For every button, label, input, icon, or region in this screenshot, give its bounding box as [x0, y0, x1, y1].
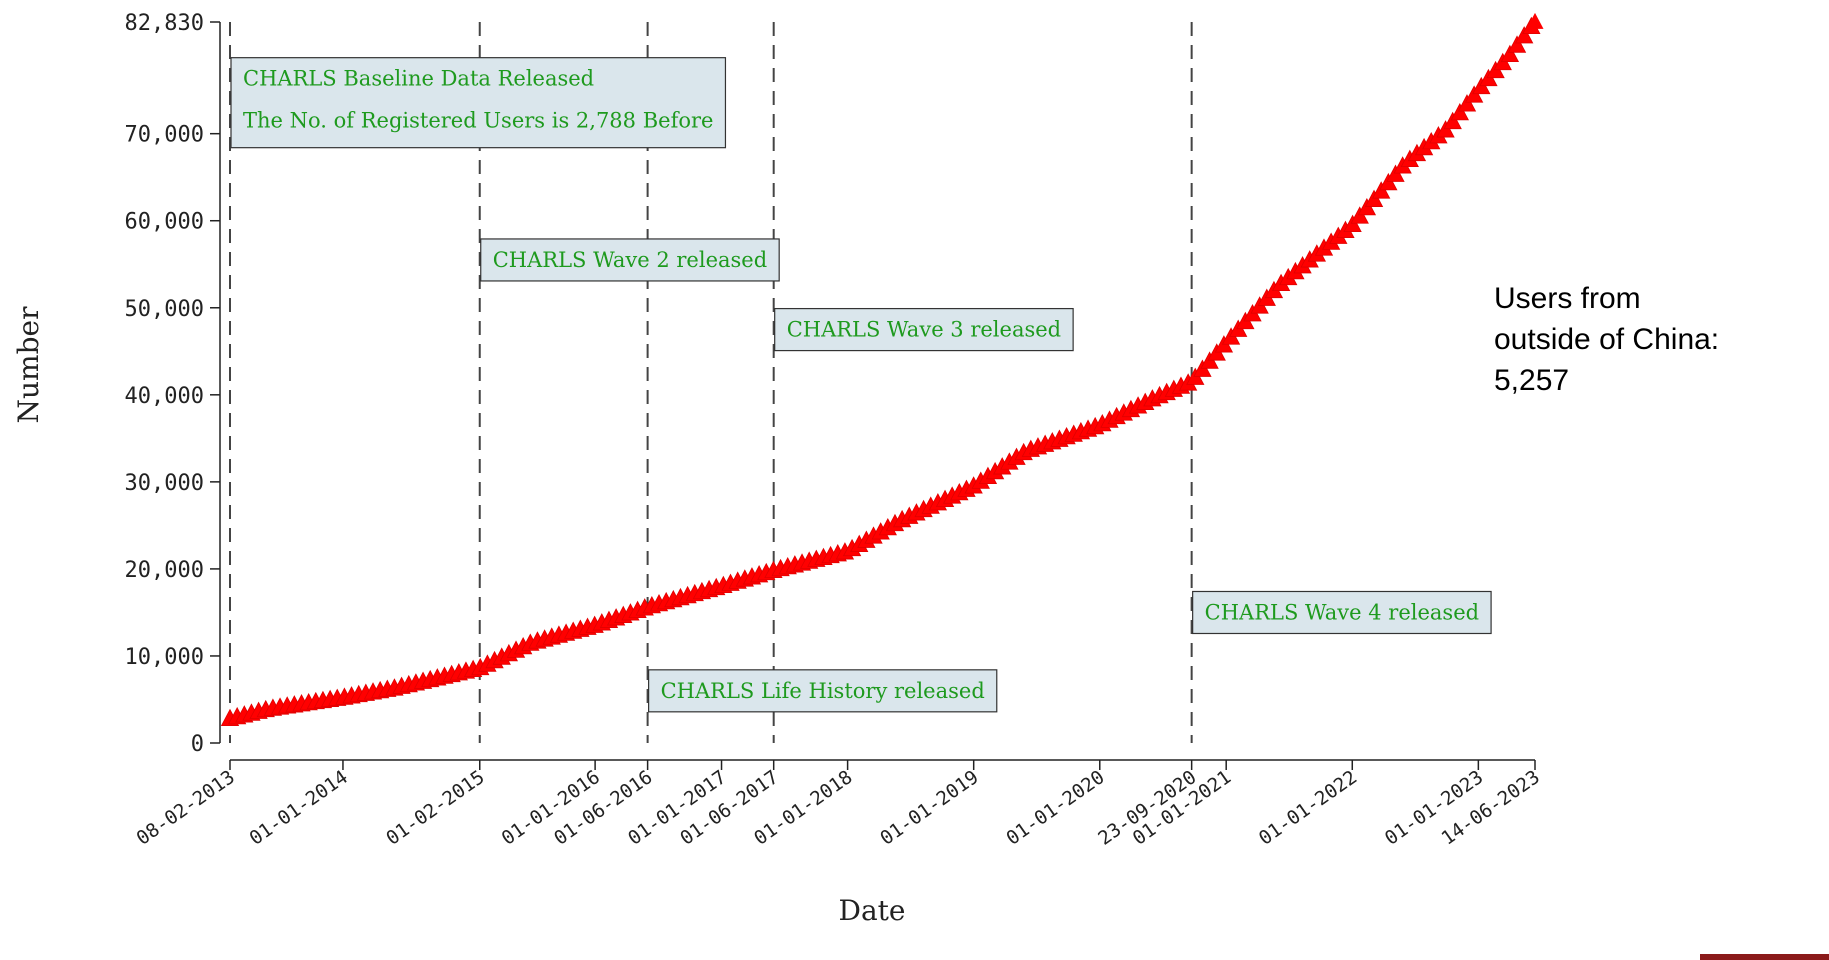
y-axis-title: Number [12, 306, 45, 424]
annotation-4: CHARLS Wave 4 released [1192, 590, 1492, 635]
annotation-text: CHARLS Wave 3 released [787, 318, 1061, 342]
data-point [1500, 44, 1520, 63]
annotation-text: The No. of Registered Users is 2,788 Bef… [243, 109, 713, 133]
x-axis-title: Date [839, 894, 906, 927]
outside-china-note: Users from outside of China: 5,257 [1494, 278, 1719, 401]
annotation-box [1192, 590, 1492, 635]
annotation-1: CHARLS Wave 2 released [480, 238, 780, 282]
data-point [1526, 12, 1544, 29]
annotation-text: CHARLS Life History released [661, 679, 985, 703]
x-tick-label: 01-01-2022 [1255, 766, 1361, 850]
data-point [1507, 35, 1527, 53]
y-tick-label: 82,830 [125, 11, 204, 36]
annotation-text: CHARLS Wave 2 released [493, 248, 767, 272]
y-tick-label: 0 [191, 732, 204, 757]
annotation-box [480, 238, 780, 282]
annotations: CHARLS Baseline Data Released The No. of … [230, 57, 1492, 713]
y-tick-label: 50,000 [125, 297, 204, 322]
y-tick-label: 70,000 [125, 123, 204, 148]
y-tick-label: 20,000 [125, 558, 204, 583]
data-point [1515, 26, 1534, 44]
y-tick-label: 40,000 [125, 384, 204, 409]
side-note-line: outside of China: [1494, 323, 1720, 356]
x-tick-label: 08-02-2013 [133, 766, 239, 850]
x-tick-label: 14-06-2023 [1438, 766, 1544, 850]
data-point [1457, 94, 1477, 112]
x-tick-label: 01-02-2015 [382, 766, 488, 850]
annotation-3: CHARLS Life History released [648, 669, 998, 713]
annotation-text: CHARLS Baseline Data Released [243, 67, 594, 91]
x-tick-label: 01-01-2020 [1002, 766, 1108, 850]
y-tick-label: 60,000 [125, 210, 204, 235]
corner-accent-bar [1700, 954, 1829, 960]
annotation-2: CHARLS Wave 3 released [774, 307, 1074, 352]
annotation-box [648, 669, 998, 713]
data-point [1450, 102, 1470, 121]
y-tick-label: 10,000 [125, 645, 204, 670]
annotation-box [230, 57, 727, 149]
data-points [220, 12, 1544, 727]
x-tick-label: 01-01-2019 [876, 766, 982, 850]
data-point [1443, 111, 1462, 130]
data-point [1464, 85, 1484, 103]
side-note-line: Users from [1494, 282, 1641, 315]
y-tick-label: 30,000 [125, 471, 204, 496]
side-note-line: 5,257 [1494, 364, 1570, 397]
annotation-0: CHARLS Baseline Data Released The No. of … [230, 57, 727, 149]
annotation-box [774, 307, 1074, 352]
x-tick-label: 01-01-2014 [245, 766, 351, 850]
annotation-text: CHARLS Wave 4 released [1205, 600, 1479, 624]
